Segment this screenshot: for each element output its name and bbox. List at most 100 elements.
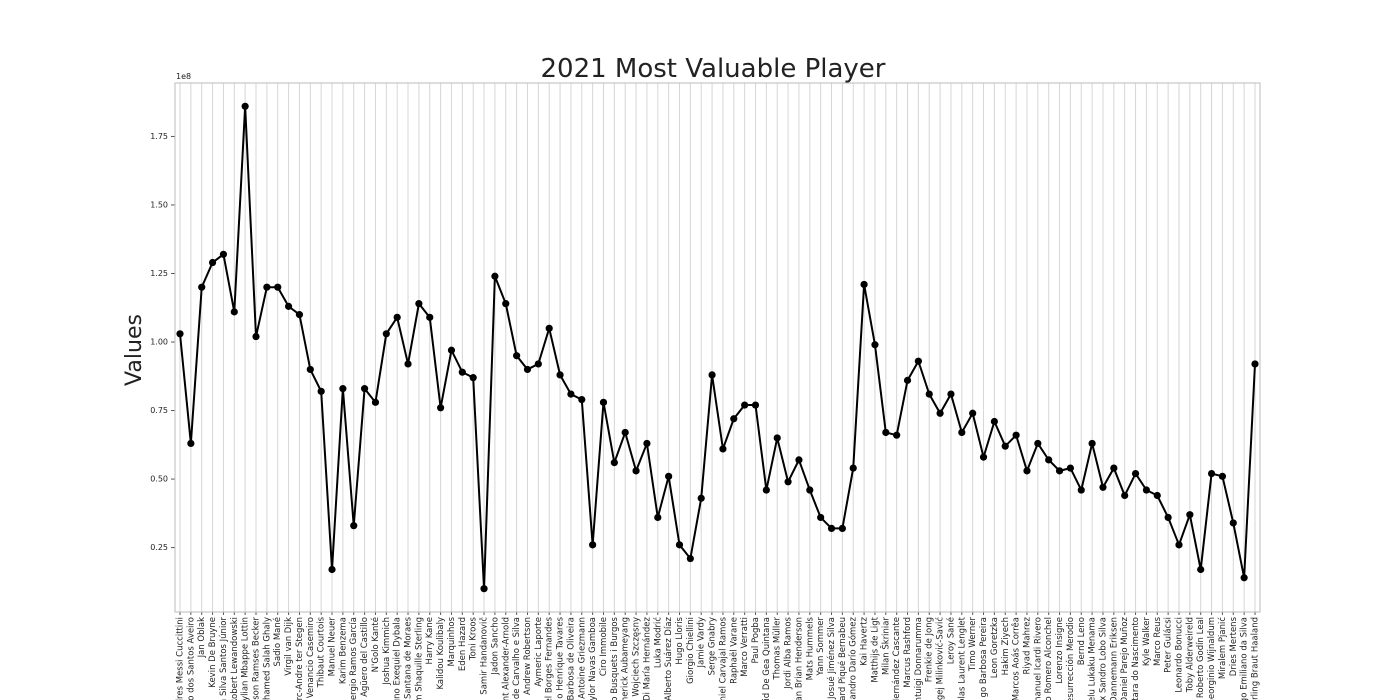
data-point: [849, 464, 857, 472]
data-point: [523, 365, 532, 374]
x-tick-label: Timo Werner: [968, 617, 978, 673]
data-point: [1175, 541, 1183, 549]
x-tick-label: Kevin De Bruyne: [208, 617, 218, 688]
data-point: [480, 585, 488, 593]
x-tick-label: ergio Ramos García: [349, 617, 359, 700]
x-tick-label: Luka Modrić: [652, 617, 663, 668]
x-tick-label: o Henrique Tavares: [556, 616, 566, 698]
x-tick-label: niel Carvajal Ramos: [718, 616, 728, 700]
x-tick-label: a Silva Santos Júnior: [219, 617, 229, 700]
data-point: [1055, 467, 1064, 475]
data-point: [284, 302, 293, 310]
data-point: [1197, 565, 1205, 574]
x-tick-label: Marcus Rashford: [903, 617, 913, 688]
data-point: [936, 409, 944, 417]
x-tick-label: Matthijs de Ligt: [870, 616, 880, 682]
x-tick-label: Hakim Ziyech: [1001, 617, 1011, 675]
x-tick-label: el Borges Fernandes: [545, 616, 555, 700]
data-point: [1240, 574, 1248, 582]
data-point: [339, 385, 347, 393]
x-tick-label: Kylian Mbappe Lottin: [241, 617, 251, 700]
x-tick-label: Hugo Lloris: [675, 616, 685, 664]
x-tick-label: Thibaut Courtois: [317, 616, 327, 688]
data-point: [1077, 486, 1085, 494]
data-point: [871, 341, 879, 349]
data-point: [263, 283, 271, 291]
x-tick-label: Kalidou Koulibaly: [436, 617, 446, 690]
x-tick-label: antuigi Donnarumma: [914, 617, 924, 700]
data-point: [393, 313, 401, 321]
data-point: [708, 371, 716, 379]
data-point: [556, 371, 564, 379]
data-point: [1012, 431, 1020, 439]
data-point: [795, 456, 803, 464]
x-tick-label: go Barbosa Pereira: [979, 617, 989, 697]
x-tick-label: Virgil van Dijk: [284, 617, 294, 676]
x-tick-label: Georginio Wijnaldum: [1207, 617, 1217, 700]
x-tick-label: do dos Santos Aveiro: [186, 617, 196, 700]
data-point: [219, 250, 228, 258]
data-point: [502, 300, 510, 308]
x-tick-label: Serge Gnabry: [708, 617, 718, 675]
x-tick-label: Joshua Kimmich: [382, 617, 392, 686]
x-tick-label: Barbosa de Oliveira: [566, 617, 576, 700]
x-tick-label: Lorenzo Insigne: [1055, 617, 1065, 684]
data-point: [491, 272, 499, 280]
x-tick-label: Kyle Walker: [1142, 617, 1152, 667]
data-point: [208, 258, 217, 267]
x-tick-label: a Santana de Moraes: [404, 616, 414, 700]
data-point: [979, 453, 988, 461]
y-tick-label: 1.50: [150, 200, 168, 209]
data-point: [415, 300, 423, 308]
x-tick-label: Eden Hazard: [458, 617, 468, 671]
x-tick-label: Riyad Mahrez: [1022, 616, 1032, 674]
x-tick-label: Leon Goretzka: [990, 617, 1000, 678]
y-tick-label: 1.75: [150, 132, 168, 141]
data-point: [947, 390, 955, 398]
data-point: [1251, 360, 1259, 368]
data-point: [903, 376, 912, 384]
data-point: [806, 486, 814, 494]
x-tick-label: ntara do Nascimento: [1131, 617, 1141, 700]
x-tick-label: Peter Gulácsi: [1164, 617, 1174, 673]
x-tick-label: Alberto Suárez Díaz: [664, 616, 674, 700]
x-tick-label: Manuel Neuer: [328, 616, 338, 676]
x-tick-label: e Venancio Casemiro: [306, 617, 316, 700]
x-tick-label: Karim Benzema: [338, 617, 348, 684]
x-tick-label: uno Exequiel Dybala: [393, 617, 403, 700]
x-tick-label: Robert Lewandowski: [230, 617, 240, 700]
data-point: [534, 360, 542, 368]
data-point: [328, 565, 336, 574]
x-tick-label: Kai Havertz: [860, 616, 870, 665]
data-point: [295, 311, 304, 319]
y-tick-label: 1.25: [150, 269, 168, 278]
data-point: [1164, 513, 1172, 522]
x-tick-label: Sadio Mané: [272, 617, 283, 666]
data-point: [274, 283, 282, 291]
x-tick-label: Antoine Griezmann: [577, 617, 587, 699]
x-tick-label: Erling Braut Haaland: [1251, 617, 1261, 700]
x-tick-label: esurrección Merodio: [1065, 617, 1076, 700]
x-tick-label: Mats Hummels: [805, 616, 815, 680]
data-point: [1001, 442, 1009, 450]
data-point: [1023, 467, 1031, 475]
x-tick-label: Miralem Pjanić: [1217, 617, 1228, 679]
y-axis-label: Values: [122, 314, 147, 386]
x-tick-label: Jan Oblak: [197, 617, 207, 658]
x-tick-label: Marco Verratti: [740, 617, 750, 677]
data-point: [1099, 483, 1107, 491]
chart-title: 2021 Most Valuable Player: [540, 54, 885, 84]
data-point: [599, 398, 608, 406]
data-point: [252, 332, 260, 341]
data-point: [230, 308, 238, 316]
x-tick-label: Leroy Sané: [945, 617, 956, 664]
x-tick-label: Leonardo Bonucci: [1174, 617, 1184, 693]
x-tick-label: m Shaquille Sterling: [414, 617, 424, 700]
data-point: [621, 428, 629, 437]
data-point: [360, 385, 369, 393]
x-tick-label: eylor Navas Gamboa: [588, 617, 598, 700]
data-point: [437, 404, 445, 412]
x-tick-label: Frenkie de Jong: [925, 617, 935, 682]
x-tick-label: Hernández Cascante: [892, 617, 902, 700]
